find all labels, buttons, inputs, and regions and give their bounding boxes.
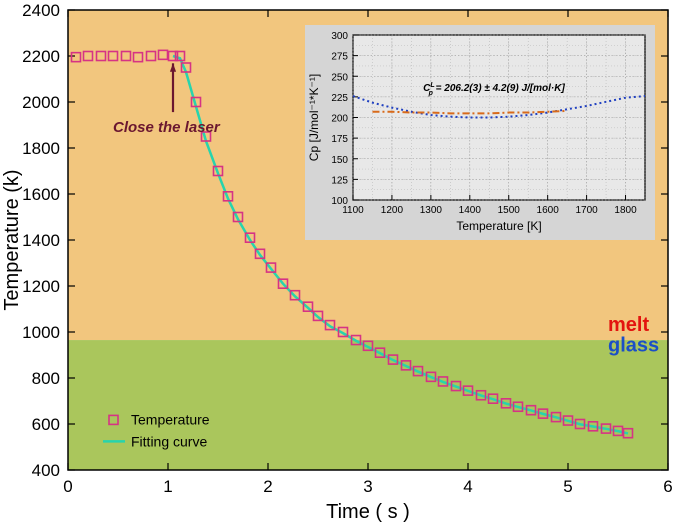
y-tick-label: 1200 [22, 277, 60, 296]
x-tick-label: 5 [563, 477, 572, 496]
inset-y-tick: 250 [331, 72, 348, 83]
inset-x-tick: 1300 [420, 205, 443, 216]
inset-y-tick: 200 [331, 114, 348, 125]
x-tick-label: 1 [163, 477, 172, 496]
inset-x-tick: 1800 [614, 205, 637, 216]
close-laser-label: Close the laser [113, 119, 221, 136]
x-tick-label: 3 [363, 477, 372, 496]
y-tick-label: 800 [32, 369, 60, 388]
inset-chart: 1100120013001400150016001700180010012515… [305, 25, 655, 240]
inset-y-tick: 225 [331, 93, 348, 104]
inset-x-tick: 1700 [575, 205, 598, 216]
y-tick-label: 600 [32, 415, 60, 434]
legend-temperature: Temperature [131, 411, 210, 427]
inset-y-label: Cp [J/mol⁻¹*K⁻¹] [307, 74, 321, 161]
inset-x-tick: 1500 [498, 205, 521, 216]
y-tick-label: 1000 [22, 323, 60, 342]
inset-y-tick: 300 [331, 31, 348, 42]
y-tick-label: 1400 [22, 231, 60, 250]
chart-svg: 0 1 2 3 4 5 6 400 600 800 1000 1200 1400 1600 1800 2000… [0, 0, 685, 522]
x-axis-label: Time ( s ) [326, 501, 410, 522]
y-tick-label: 2200 [22, 47, 60, 66]
chart-figure: 0 1 2 3 4 5 6 400 600 800 1000 1200 1400 1600 1800 2000… [0, 0, 685, 522]
inset-y-tick: 175 [331, 134, 348, 145]
inset-x-label: Temperature [K] [456, 219, 541, 233]
y-tick-label: 400 [32, 461, 60, 480]
y-axis-label: Temperature (k) [1, 169, 23, 310]
glass-label: glass [608, 335, 659, 357]
x-tick-label: 0 [63, 477, 72, 496]
legend-fit: Fitting curve [131, 433, 207, 449]
inset-x-tick: 1400 [459, 205, 482, 216]
y-tick-label: 2400 [22, 1, 60, 20]
x-tick-label: 6 [663, 477, 672, 496]
melt-label: melt [608, 314, 649, 336]
y-tick-label: 2000 [22, 93, 60, 112]
inset-y-tick: 125 [331, 175, 348, 186]
inset-y-tick: 100 [331, 196, 348, 207]
inset-x-tick: 1600 [537, 205, 560, 216]
y-tick-label: 1600 [22, 185, 60, 204]
inset-x-tick: 1200 [381, 205, 404, 216]
x-tick-label: 2 [263, 477, 272, 496]
x-tick-label: 4 [463, 477, 472, 496]
inset-y-tick: 275 [331, 52, 348, 63]
y-tick-label: 1800 [22, 139, 60, 158]
inset-y-tick: 150 [331, 155, 348, 166]
